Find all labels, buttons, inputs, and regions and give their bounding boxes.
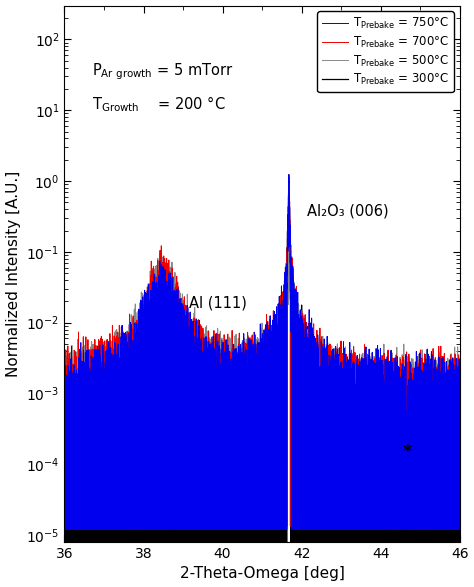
T$_{\rm Prebake}$ = 500°C: [239, 346, 245, 353]
T$_{\rm Prebake}$ = 750°C: [286, 171, 292, 178]
T$_{\rm Prebake}$ = 700°C: [210, 522, 216, 529]
T$_{\rm Prebake}$ = 500°C: [62, 370, 67, 377]
T$_{\rm Prebake}$ = 300°C: [157, 303, 163, 310]
Text: *: *: [402, 443, 412, 461]
T$_{\rm Prebake}$ = 300°C: [454, 585, 459, 587]
T$_{\rm Prebake}$ = 500°C: [454, 390, 459, 397]
T$_{\rm Prebake}$ = 700°C: [454, 412, 459, 419]
T$_{\rm Prebake}$ = 700°C: [239, 522, 245, 529]
T$_{\rm Prebake}$ = 300°C: [210, 585, 216, 587]
T$_{\rm Prebake}$ = 300°C: [155, 315, 161, 322]
T$_{\rm Prebake}$ = 700°C: [157, 295, 163, 302]
T$_{\rm Prebake}$ = 500°C: [62, 522, 67, 529]
T$_{\rm Prebake}$ = 700°C: [62, 522, 68, 529]
T$_{\rm Prebake}$ = 750°C: [454, 526, 459, 533]
Y-axis label: Normalized Intensity [A.U.]: Normalized Intensity [A.U.]: [6, 171, 20, 377]
T$_{\rm Prebake}$ = 750°C: [210, 526, 216, 533]
Text: T$_{\rm Growth}$    = 200 °C: T$_{\rm Growth}$ = 200 °C: [92, 94, 226, 114]
Line: T$_{\rm Prebake}$ = 300°C: T$_{\rm Prebake}$ = 300°C: [64, 177, 460, 587]
T$_{\rm Prebake}$ = 300°C: [457, 465, 463, 472]
T$_{\rm Prebake}$ = 750°C: [62, 526, 67, 533]
T$_{\rm Prebake}$ = 700°C: [457, 522, 463, 529]
Line: T$_{\rm Prebake}$ = 750°C: T$_{\rm Prebake}$ = 750°C: [64, 174, 460, 529]
T$_{\rm Prebake}$ = 500°C: [154, 262, 159, 269]
Text: P$_{\rm Ar\ growth}$ = 5 mTorr: P$_{\rm Ar\ growth}$ = 5 mTorr: [92, 62, 234, 83]
T$_{\rm Prebake}$ = 500°C: [157, 522, 163, 529]
T$_{\rm Prebake}$ = 300°C: [154, 332, 159, 339]
Text: Al (111): Al (111): [189, 295, 247, 310]
T$_{\rm Prebake}$ = 750°C: [157, 288, 163, 295]
X-axis label: 2-Theta-Omega [deg]: 2-Theta-Omega [deg]: [180, 566, 345, 582]
T$_{\rm Prebake}$ = 700°C: [286, 171, 292, 178]
T$_{\rm Prebake}$ = 500°C: [286, 175, 292, 182]
Text: Al₂O₃ (006): Al₂O₃ (006): [308, 203, 389, 218]
Line: T$_{\rm Prebake}$ = 700°C: T$_{\rm Prebake}$ = 700°C: [64, 174, 460, 526]
T$_{\rm Prebake}$ = 300°C: [239, 585, 245, 587]
T$_{\rm Prebake}$ = 700°C: [62, 360, 67, 367]
T$_{\rm Prebake}$ = 750°C: [154, 313, 159, 321]
T$_{\rm Prebake}$ = 300°C: [286, 174, 292, 181]
Line: T$_{\rm Prebake}$ = 500°C: T$_{\rm Prebake}$ = 500°C: [64, 178, 460, 526]
Legend: T$_{\rm Prebake}$ = 750°C, T$_{\rm Prebake}$ = 700°C, T$_{\rm Prebake}$ = 500°C,: T$_{\rm Prebake}$ = 750°C, T$_{\rm Preba…: [317, 12, 454, 92]
T$_{\rm Prebake}$ = 700°C: [155, 275, 161, 282]
T$_{\rm Prebake}$ = 300°C: [62, 585, 67, 587]
T$_{\rm Prebake}$ = 500°C: [155, 522, 161, 529]
T$_{\rm Prebake}$ = 500°C: [457, 522, 463, 529]
T$_{\rm Prebake}$ = 750°C: [155, 299, 161, 306]
T$_{\rm Prebake}$ = 500°C: [210, 370, 216, 377]
T$_{\rm Prebake}$ = 700°C: [154, 293, 159, 300]
T$_{\rm Prebake}$ = 750°C: [239, 526, 245, 533]
T$_{\rm Prebake}$ = 750°C: [457, 526, 463, 533]
